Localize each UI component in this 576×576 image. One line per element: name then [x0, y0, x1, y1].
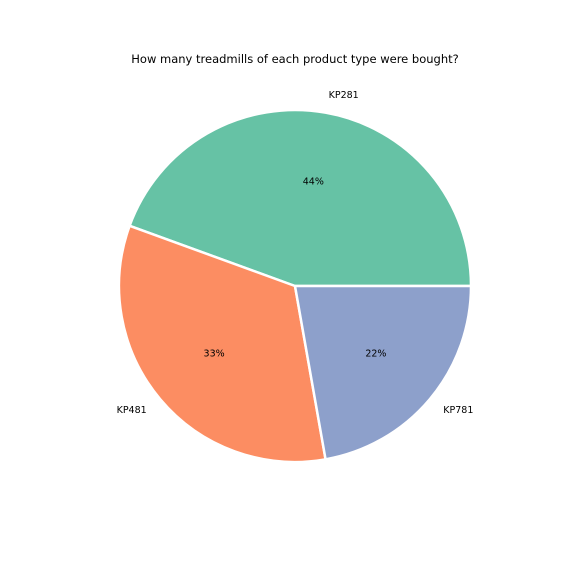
percent-label-kp481: 33% [204, 348, 225, 359]
pie-slice-kp481 [117, 224, 327, 464]
percent-label-kp281: 44% [303, 177, 324, 188]
chart-title: How many treadmills of each product type… [131, 52, 458, 66]
pie-slices [117, 108, 473, 464]
slice-label-kp781: KP781 [443, 405, 473, 416]
pie-slice-kp781 [293, 284, 473, 461]
pie-slice-kp281 [128, 108, 473, 288]
pie-labels: KP281 44% KP481 33% KP781 22% [117, 90, 474, 416]
slice-label-kp281: KP281 [329, 90, 359, 101]
percent-label-kp781: 22% [365, 348, 386, 359]
slice-label-kp481: KP481 [117, 405, 147, 416]
